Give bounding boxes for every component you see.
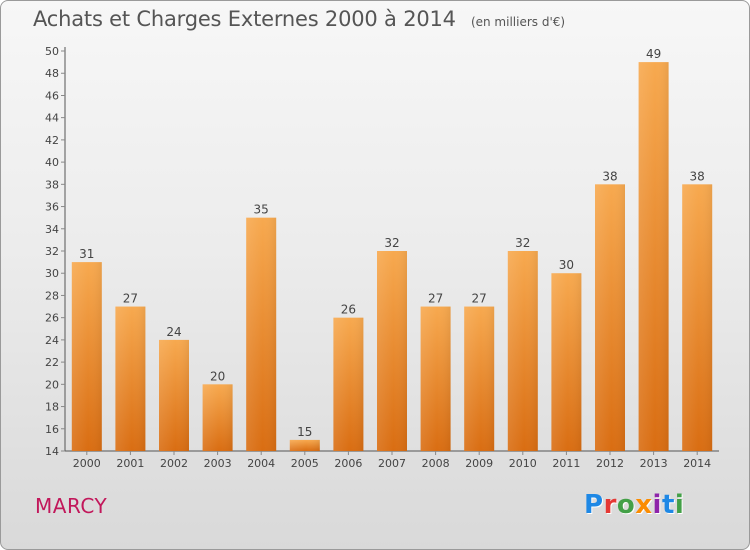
x-tick-label: 2005 — [291, 457, 319, 470]
y-tick-label: 30 — [45, 267, 59, 280]
x-tick-label: 2008 — [422, 457, 450, 470]
bar-sheen — [682, 184, 713, 452]
bar-sheen — [333, 317, 364, 451]
bar-sheen — [507, 251, 538, 451]
y-tick-label: 34 — [45, 223, 59, 236]
commune-name: MARCY — [35, 494, 108, 518]
data-label: 26 — [341, 303, 356, 317]
y-tick-label: 18 — [45, 401, 59, 414]
y-tick-label: 50 — [45, 45, 59, 58]
bar-sheen — [377, 251, 407, 451]
y-axis: 14 16 18 20 22 24 26 28 30 32 34 36 38 40 42 44 46 48 50 — [45, 45, 66, 458]
x-tick-label: 2001 — [116, 457, 144, 470]
bar-sheen — [551, 273, 582, 451]
y-tick-label: 42 — [45, 134, 59, 147]
data-label: 38 — [690, 169, 705, 183]
data-label: 30 — [559, 258, 574, 272]
bar-sheen — [202, 384, 233, 451]
bar-sheen — [115, 306, 146, 451]
logo-letter: i — [652, 490, 662, 520]
data-label: 35 — [254, 203, 269, 217]
data-label: 24 — [166, 325, 181, 339]
y-tick-label: 22 — [45, 356, 59, 369]
chart-title-text: Achats et Charges Externes 2000 à 2014 — [33, 7, 456, 31]
bar-sheen — [638, 62, 669, 451]
data-label: 38 — [602, 169, 617, 183]
x-tick-label: 2007 — [378, 457, 406, 470]
data-labels: 31 27 24 20 35 15 26 32 27 27 32 30 38 49 38 — [79, 47, 705, 439]
y-tick-label: 46 — [45, 89, 59, 102]
data-label: 27 — [123, 292, 138, 306]
bars — [71, 62, 713, 452]
x-tick-label: 2000 — [73, 457, 101, 470]
logo-letter: r — [603, 490, 617, 520]
bar-sheen — [246, 217, 277, 451]
y-tick-label: 40 — [45, 156, 59, 169]
y-tick-label: 32 — [45, 245, 59, 258]
logo-letter: t — [661, 490, 675, 520]
y-tick-label: 24 — [45, 334, 59, 347]
logo-letter: i — [674, 490, 685, 520]
bar-sheen — [71, 262, 102, 451]
x-axis: 2000 2001 2002 2003 2004 2005 2006 2007 2008 2009… — [65, 450, 719, 470]
data-label: 31 — [79, 247, 94, 261]
y-tick-label: 28 — [45, 289, 59, 302]
x-tick-label: 2014 — [683, 457, 711, 470]
x-tick-label: 2010 — [509, 457, 537, 470]
y-tick-label: 20 — [45, 378, 59, 391]
data-label: 15 — [297, 425, 312, 439]
x-tick-label: 2002 — [160, 457, 188, 470]
x-tick-label: 2006 — [334, 457, 362, 470]
logo-letter: o — [616, 490, 636, 520]
data-label: 20 — [210, 369, 225, 383]
logo-letter: P — [584, 490, 604, 520]
bar-sheen — [289, 439, 320, 451]
y-tick-label: 48 — [45, 67, 59, 80]
chart-unit-text: (en milliers d'€) — [470, 15, 566, 29]
y-tick-label: 36 — [45, 201, 59, 214]
x-tick-label: 2012 — [596, 457, 624, 470]
logo-letter: x — [635, 490, 653, 520]
data-label: 49 — [646, 47, 661, 61]
data-label: 27 — [428, 292, 443, 306]
data-label: 32 — [384, 236, 399, 250]
data-label: 32 — [515, 236, 530, 250]
data-label: 27 — [472, 292, 487, 306]
bar-sheen — [595, 184, 625, 452]
y-tick-label: 14 — [45, 445, 59, 458]
x-tick-label: 2013 — [640, 457, 668, 470]
y-tick-label: 26 — [45, 312, 59, 325]
bar-sheen — [159, 339, 189, 451]
proxiti-logo[interactable]: Proxiti — [584, 490, 684, 520]
bar-sheen — [420, 306, 451, 451]
x-tick-label: 2011 — [552, 457, 580, 470]
chart-title: Achats et Charges Externes 2000 à 2014 (… — [33, 7, 565, 31]
bar-sheen — [464, 306, 495, 451]
x-tick-label: 2003 — [204, 457, 232, 470]
y-tick-label: 44 — [45, 112, 59, 125]
x-tick-label: 2004 — [247, 457, 275, 470]
y-tick-label: 16 — [45, 423, 59, 436]
x-tick-label: 2009 — [465, 457, 493, 470]
y-tick-label: 38 — [45, 178, 59, 191]
